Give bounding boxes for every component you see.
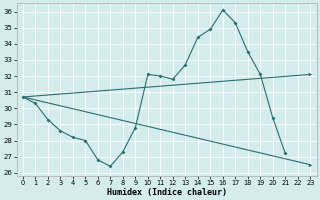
X-axis label: Humidex (Indice chaleur): Humidex (Indice chaleur) (107, 188, 227, 197)
